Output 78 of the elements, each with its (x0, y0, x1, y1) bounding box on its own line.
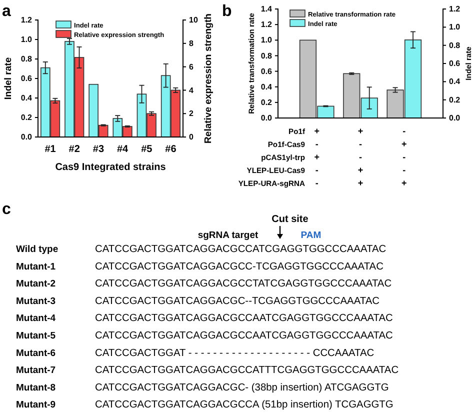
y2-tick-label: 1.2 (449, 4, 461, 14)
text: CATCCGACTGGATCAGGACGC--TCGAGGTGGCCCAAATAC (95, 296, 380, 307)
y-tick-label: 0.0 (260, 114, 273, 123)
text: Mutant-4 (16, 313, 56, 324)
text: PAM (300, 230, 322, 241)
text: CATCCGACTGGATCAGGACGCCA (51bp insertion) TCGAGGTG (95, 400, 394, 411)
y-tick-label: 0.8 (20, 54, 33, 64)
x-tick-label: #5 (141, 144, 153, 155)
y2-tick-label: 4 (189, 86, 194, 95)
x-tick-label: #1 (44, 144, 56, 155)
y-tick-label: 0.6 (260, 66, 273, 76)
y2-tick-label: 0 (189, 132, 194, 142)
y2-tick-label: 0.4 (449, 77, 461, 86)
text: - (359, 152, 362, 162)
text: - (315, 139, 318, 149)
y2-tick-label: 10 (189, 16, 198, 25)
text: + (358, 165, 364, 175)
y-axis-title: Indel rate (3, 57, 14, 100)
text: Mutant-9 (16, 400, 56, 411)
x-tick-label: #3 (92, 144, 104, 155)
text: sgRNA target (198, 230, 260, 241)
y-tick-label: 1.4 (260, 4, 273, 14)
text: Wild type (16, 244, 58, 255)
y2-tick-label: 8 (189, 38, 194, 48)
y-tick-label: 1.0 (20, 35, 33, 44)
y2-tick-label: 0.2 (449, 95, 461, 104)
y2-tick-label: 1.0 (449, 22, 461, 32)
y-tick-label: 0.4 (260, 82, 273, 92)
text: + (402, 178, 407, 188)
x-tick-label: #6 (165, 144, 177, 155)
y2-tick-label: 0.8 (449, 40, 461, 50)
text: - (402, 165, 406, 175)
text: Mutant-3 (16, 296, 56, 307)
chart-title: a (2, 3, 11, 20)
text: Mutant-7 (16, 365, 56, 376)
text: CATCCGACTGGATCAGGACGCCATTTCGAGGTGGCCCAAATAC (95, 365, 399, 376)
y2-tick-label: 2 (189, 109, 194, 118)
text: - (359, 139, 362, 149)
chart-title: b (222, 3, 232, 20)
x-axis-title: Cas9 Integrated strains (55, 162, 166, 173)
text: CATCCGACTGGATCAGGACGCCATCGAGGTGGCCCAAATAC (95, 244, 386, 255)
y-tick-label: 0.4 (20, 94, 33, 103)
x-tick-label: #4 (116, 144, 129, 155)
y2-axis-title: Relative expression strength (203, 13, 214, 144)
text: Mutant-8 (16, 382, 56, 394)
y-tick-label: 0.2 (20, 113, 33, 122)
text: Mutant-2 (16, 278, 56, 290)
text: + (358, 126, 364, 136)
y-tick-label: 1.2 (260, 20, 273, 30)
text: Mutant-5 (16, 330, 56, 342)
y-tick-label: 0.8 (260, 51, 273, 60)
text: + (358, 178, 364, 188)
y-tick-label: 0.0 (20, 132, 33, 142)
y2-tick-label: 0.0 (449, 114, 461, 123)
text: Mutant-6 (16, 348, 56, 359)
text: + (314, 126, 320, 136)
text: CATCCGACTGGAT - - - - - - - - - - - - - - - - - - - - CCCAAATAC (95, 348, 374, 359)
text: CATCCGACTGGATCAGGACGC- (38bp insertion) ATCGAGGTG (95, 382, 389, 394)
y2-tick-label: 0.6 (449, 59, 461, 68)
y2-tick-label: 6 (189, 62, 194, 72)
text: Mutant-1 (16, 261, 56, 272)
text: CATCCGACTGGATCAGGACGCC-TCGAGGTGGCCCAAATAC (95, 261, 384, 272)
y-tick-label: 1.0 (260, 36, 273, 45)
text: CATCCGACTGGATCAGGACGCCAATCGAGGTGGCCCAAATAC (95, 330, 393, 342)
y-tick-label: 1.2 (20, 16, 33, 25)
text: CATCCGACTGGATCAGGACGCCAATCGAGGTGGCCCAAATAC (95, 313, 393, 324)
text: - (402, 126, 406, 136)
text: - (315, 165, 318, 175)
text: CATCCGACTGGATCAGGACGCCTATCGAGGTGGCCCAAATAC (95, 278, 392, 290)
text: - (402, 152, 406, 162)
text: Cut site (272, 214, 309, 225)
y-tick-label: 0.6 (20, 74, 33, 84)
text: - (315, 178, 318, 188)
x-tick-label: #2 (68, 144, 80, 155)
text: + (402, 139, 407, 149)
text: + (314, 152, 320, 162)
y-tick-label: 0.2 (260, 98, 273, 107)
text: c (2, 201, 11, 218)
